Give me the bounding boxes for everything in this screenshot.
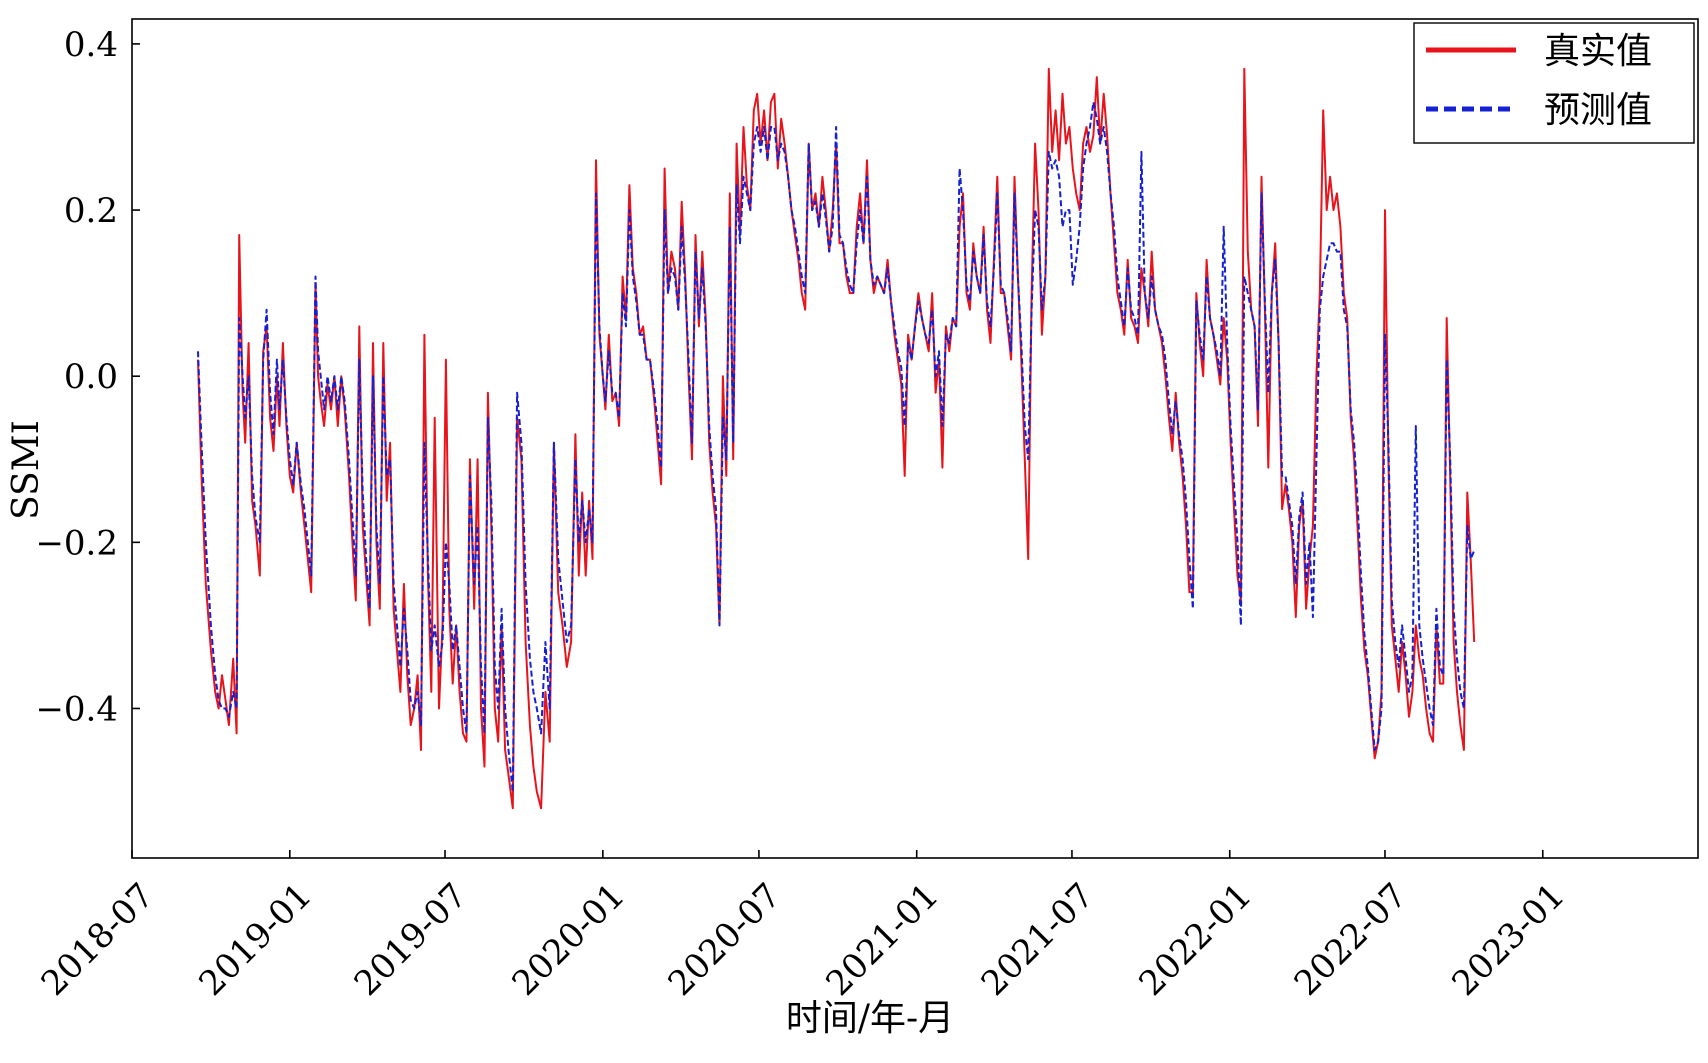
series-line-predicted <box>197 101 1476 793</box>
y-tick-label: 0.2 <box>64 191 118 231</box>
x-tick-label: 2020-01 <box>505 876 633 1004</box>
legend-box <box>1413 22 1695 144</box>
y-tick-label: 0.0 <box>64 357 118 397</box>
x-tick-label: 2022-01 <box>1131 876 1259 1004</box>
y-tick-label: −0.2 <box>35 523 118 563</box>
x-axis-title: 时间/年-月 <box>786 998 954 1039</box>
x-tick-label: 2019-07 <box>347 876 475 1004</box>
y-tick-label: −0.4 <box>35 689 118 729</box>
y-axis-title: SSMI <box>6 420 47 520</box>
y-axis: −0.4 −0.2 0.0 0.2 0.4 <box>35 25 140 729</box>
series-layer <box>197 67 1476 810</box>
legend-label-predicted: 预测值 <box>1544 90 1652 131</box>
y-tick-label: 0.4 <box>64 25 118 65</box>
x-tick-label: 2020-07 <box>661 876 789 1004</box>
x-tick-label: 2021-01 <box>818 876 946 1004</box>
x-tick-label: 2018-07 <box>34 876 162 1004</box>
x-tick-label: 2019-01 <box>192 876 320 1004</box>
legend: 真实值 预测值 <box>1413 22 1695 144</box>
x-tick-label: 2021-07 <box>974 876 1102 1004</box>
series-line-true <box>197 67 1476 810</box>
x-tick-label: 2023-01 <box>1444 876 1572 1004</box>
x-axis: 2018-07 2019-01 2019-07 2020-01 2020-07 2021-… <box>34 850 1573 1004</box>
legend-label-true: 真实值 <box>1544 31 1652 72</box>
x-tick-label: 2022-07 <box>1287 876 1415 1004</box>
plot-frame <box>131 18 1699 859</box>
